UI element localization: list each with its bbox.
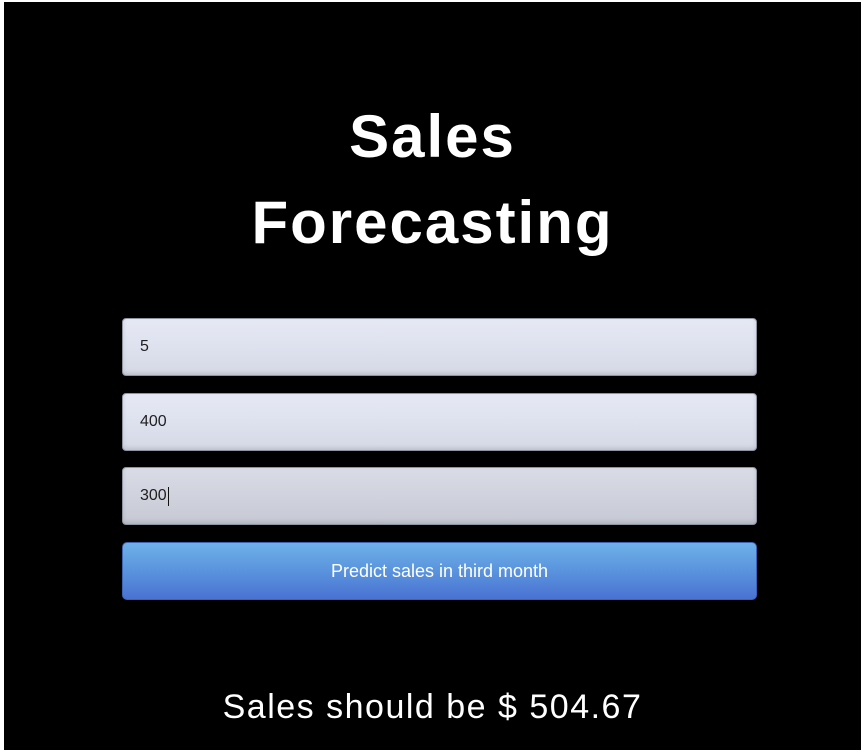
title-line-2: Forecasting <box>251 189 614 256</box>
third-input-value: 300 <box>140 487 167 504</box>
prediction-result: Sales should be $ 504.67 <box>222 688 643 726</box>
second-month-input[interactable]: 400 <box>122 393 757 451</box>
predict-button-label: Predict sales in third month <box>330 560 549 581</box>
predict-button[interactable]: Predict sales in third month <box>122 542 757 600</box>
first-month-input[interactable]: 5 <box>122 318 757 376</box>
page-title: Sales Forecasting <box>4 94 861 266</box>
first-month-value: 5 <box>140 338 149 355</box>
app-frame: Sales Forecasting 5 400 300 Predict sale… <box>4 2 861 750</box>
title-line-1: Sales <box>349 103 516 170</box>
text-caret <box>167 486 169 506</box>
third-input[interactable]: 300 <box>122 467 757 525</box>
second-month-value: 400 <box>140 413 167 430</box>
